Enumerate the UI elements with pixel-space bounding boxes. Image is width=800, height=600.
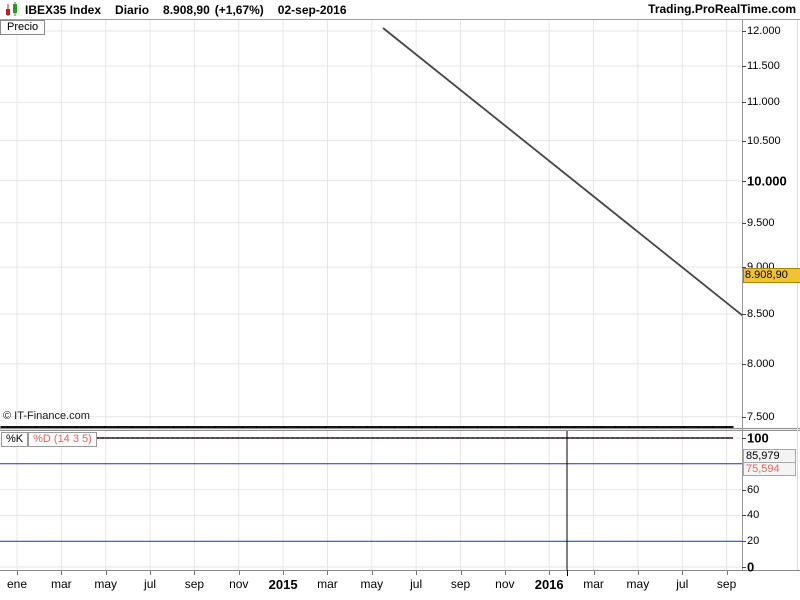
time-axis-month-label: sep [184, 577, 205, 591]
stochastic-canvas[interactable] [0, 431, 742, 570]
time-axis-tick [416, 571, 418, 575]
time-axis-month-label: mar [583, 577, 604, 591]
price-change: (+1,67%) [214, 2, 264, 17]
brand-link[interactable]: Trading.ProRealTime.com [648, 2, 796, 16]
stoch-d-value-tag: 75,594 [743, 462, 796, 477]
axis-tick [742, 65, 746, 67]
axis-tick [742, 314, 746, 316]
axis-tick [742, 567, 746, 568]
right-edge-line [797, 20, 798, 570]
time-axis-month-label: may [94, 577, 118, 591]
time-axis-month-label: jul [144, 577, 157, 591]
axis-label: 0 [747, 559, 755, 575]
time-axis-tick [726, 571, 728, 575]
time-axis-month-label: nov [229, 577, 249, 591]
tab-precio[interactable]: Precio [0, 20, 46, 35]
symbol-name: IBEX35 Index [25, 2, 102, 17]
descending-trendline[interactable] [382, 27, 742, 318]
indicator-labels: %K %D (14 3 5) [1, 432, 97, 447]
axis-tick [742, 438, 746, 439]
time-axis-tick [593, 571, 595, 575]
time-axis-tick [283, 571, 285, 575]
percent-k-label[interactable]: %K [1, 432, 29, 447]
axis-label: 9.500 [747, 216, 775, 229]
time-axis[interactable]: ene mar may jul sep nov 2015 mar may jul sep nov 201… [0, 570, 800, 600]
copyright-label: © IT-Finance.com [3, 410, 90, 422]
price-chart-canvas[interactable] [0, 20, 742, 428]
time-axis-tick [682, 571, 684, 575]
time-axis-month-label: mar [317, 577, 338, 591]
stoch-gridlines [0, 431, 742, 570]
last-price-tag: 8.908,90 [743, 268, 800, 284]
axis-label: 60 [747, 483, 760, 496]
time-axis-tick [105, 571, 107, 575]
last-price: 8.908,90 [163, 2, 210, 17]
time-axis-month-label: jul [676, 577, 689, 591]
time-axis-month-label: jul [410, 577, 423, 591]
axis-separator-line [742, 20, 743, 570]
axis-label: 8.000 [747, 357, 775, 370]
stoch-k-value-tag: 85,979 [743, 449, 796, 464]
axis-label: 10.500 [747, 134, 781, 147]
session-date: 02-sep-2016 [277, 2, 347, 17]
axis-tick [742, 267, 746, 269]
time-axis-month-label: sep [450, 577, 471, 591]
axis-tick [742, 102, 746, 104]
axis-label: 11.500 [747, 59, 780, 72]
axis-label: 7.500 [747, 410, 775, 423]
time-axis-tick [460, 571, 462, 575]
axis-tick [742, 31, 746, 32]
axis-label: 100 [747, 430, 769, 446]
panel-splitter[interactable] [0, 428, 800, 431]
time-axis-tick [238, 571, 240, 575]
time-axis-tick [637, 571, 639, 575]
time-axis-tick [194, 571, 196, 575]
time-axis-tick [371, 571, 373, 575]
axis-tick [742, 140, 746, 142]
time-axis-tick [549, 571, 551, 575]
axis-tick [742, 363, 746, 365]
axis-tick [742, 416, 746, 418]
percent-d-label[interactable]: %D (14 3 5) [28, 432, 97, 447]
time-axis-tick [150, 571, 152, 575]
time-axis-tick [504, 571, 506, 575]
time-axis-tick [17, 571, 18, 575]
axis-label: 12.000 [747, 25, 781, 37]
price-gridlines [0, 20, 742, 428]
time-axis-year-label: 2015 [268, 577, 298, 592]
axis-tick [742, 222, 746, 224]
axis-label: 40 [747, 509, 760, 522]
cursor-line-stub [567, 570, 568, 576]
axis-tick [742, 541, 746, 543]
axis-label: 8.500 [747, 308, 775, 321]
time-axis-year-label: 2016 [534, 577, 564, 592]
axis-tick [742, 489, 746, 491]
axis-label: 20 [747, 535, 760, 548]
timeframe-label: Diario [115, 2, 150, 17]
axis-label: 10.000 [747, 173, 787, 189]
time-axis-month-label: may [626, 577, 650, 591]
time-axis-month-label: ene [6, 577, 28, 591]
axis-label: 11.000 [747, 96, 780, 109]
time-axis-month-label: nov [495, 577, 515, 591]
axis-tick [742, 515, 746, 517]
time-axis-tick [327, 571, 329, 575]
time-axis-tick [61, 571, 63, 575]
time-axis-month-label: mar [51, 577, 72, 591]
chart-title-bar: IBEX35 Index Diario 8.908,90 (+1,67%) 02… [0, 0, 800, 20]
time-axis-month-label: may [360, 577, 384, 591]
axis-tick [742, 180, 746, 182]
time-axis-month-label: sep [716, 577, 737, 591]
candlestick-icon [6, 2, 17, 16]
